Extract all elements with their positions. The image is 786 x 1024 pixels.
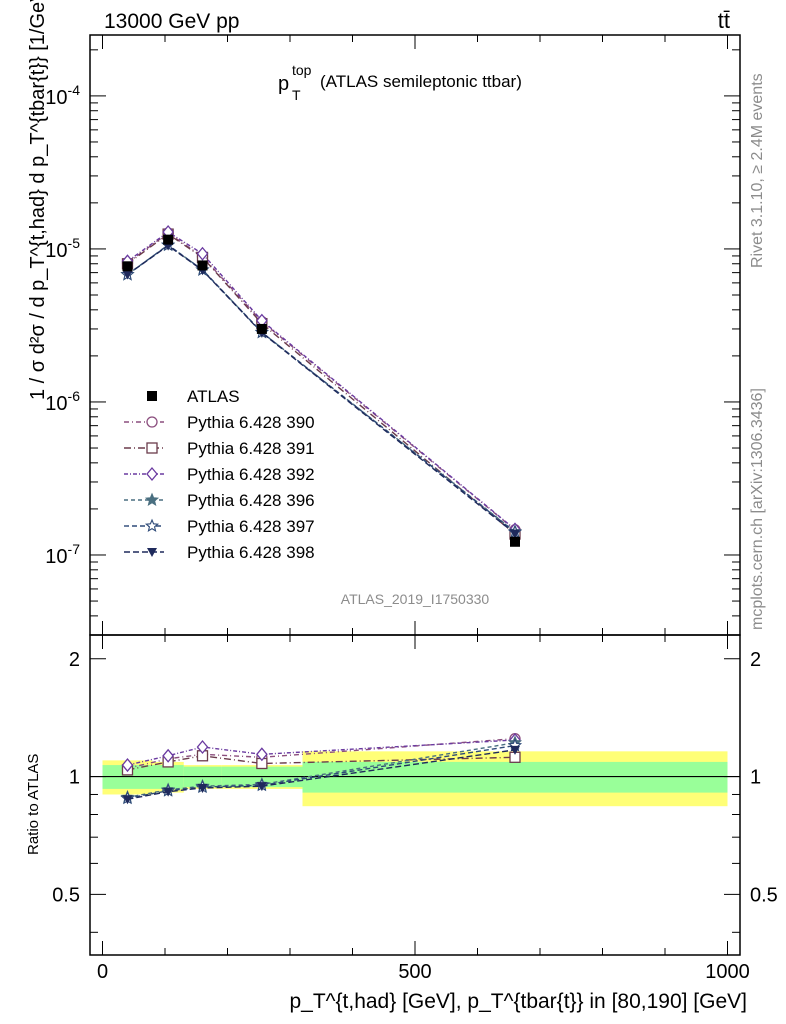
- atlas-data-point: [122, 261, 133, 272]
- ratio-band-stat: [302, 761, 728, 793]
- atlas-data-point: [510, 536, 520, 547]
- plot-title-main: p: [278, 73, 289, 95]
- process-label: tt̄: [718, 8, 730, 33]
- legend-label: Pythia 6.428 390: [187, 413, 315, 432]
- ratio-y-tick-label: 2: [69, 649, 80, 671]
- ratio-y-tick-label-right: 0.5: [750, 884, 778, 906]
- rivet-version-label: Rivet 3.1.10, ≥ 2.4M events: [749, 73, 766, 268]
- atlas-data-point: [256, 323, 267, 334]
- legend-label: Pythia 6.428 392: [187, 465, 315, 484]
- legend-marker: [147, 548, 157, 557]
- ratio-series-marker: [163, 787, 174, 797]
- analysis-watermark: ATLAS_2019_I1750330: [341, 591, 490, 607]
- x-tick-label: 500: [398, 961, 431, 983]
- plot-title-sup: top: [292, 62, 312, 78]
- main-y-tick-label: 10-7: [45, 541, 80, 568]
- legend-label: Pythia 6.428 397: [187, 517, 315, 536]
- series-marker: [510, 529, 520, 539]
- ratio-series-marker: [162, 748, 174, 763]
- plot-title-sub: T: [292, 87, 301, 103]
- ratio-series-line: [127, 739, 516, 766]
- main-y-tick-label: 10-5: [45, 235, 80, 262]
- series-line: [127, 244, 516, 535]
- ratio-y-tick-label-right: 1: [750, 767, 761, 789]
- series-line: [127, 233, 516, 535]
- x-axis-label: p_T^{t,had} [GeV], p_T^{tbar{t}} in [80,…: [289, 990, 747, 1013]
- legend-marker: [146, 466, 158, 482]
- series-line: [127, 244, 516, 533]
- legend-marker: [144, 518, 160, 533]
- ratio-series-marker: [256, 747, 268, 762]
- series-marker: [196, 246, 209, 261]
- legend-label: Pythia 6.428 396: [187, 491, 315, 510]
- x-tick-label: 1000: [705, 961, 750, 983]
- ratio-y-axis-label: Ratio to ATLAS: [25, 754, 42, 855]
- series-marker: [122, 270, 133, 280]
- main-y-tick-label: 10-4: [45, 82, 80, 109]
- ratio-series-line: [127, 742, 516, 799]
- main-y-tick-label: 10-6: [45, 388, 80, 415]
- ratio-series-marker: [196, 739, 209, 755]
- plot-title: p top T (ATLAS semileptonic ttbar): [278, 62, 522, 103]
- ratio-series-marker: [121, 758, 134, 773]
- legend-marker: [147, 391, 157, 401]
- legend-marker: [144, 492, 160, 507]
- legend-marker: [146, 442, 158, 454]
- series-line: [127, 244, 516, 533]
- ratio-series-marker: [510, 745, 520, 755]
- atlas-data-point: [163, 234, 174, 245]
- ratio-series-marker: [256, 782, 267, 792]
- x-tick-label: 0: [97, 961, 108, 983]
- legend-marker: [146, 416, 158, 428]
- ratio-y-tick-label: 1: [69, 767, 80, 789]
- ratio-y-tick-label: 0.5: [52, 884, 80, 906]
- legend-label: Pythia 6.428 391: [187, 439, 315, 458]
- mcplots-label: mcplots.cern.ch [arXiv:1306.3436]: [749, 388, 766, 630]
- atlas-data-point: [197, 260, 208, 271]
- plot-title-rest: (ATLAS semileptonic ttbar): [320, 72, 522, 91]
- ratio-series-marker: [122, 795, 133, 805]
- legend-label: Pythia 6.428 398: [187, 543, 315, 562]
- ratio-y-tick-label-right: 2: [750, 649, 761, 671]
- ratio-series-marker: [197, 783, 208, 793]
- main-y-axis-label: 1 / σ d²σ / d p_T^{t,had} d p_T^{tbar{t}…: [27, 0, 49, 400]
- energy-label: 13000 GeV pp: [104, 10, 239, 33]
- legend-label: ATLAS: [187, 387, 240, 406]
